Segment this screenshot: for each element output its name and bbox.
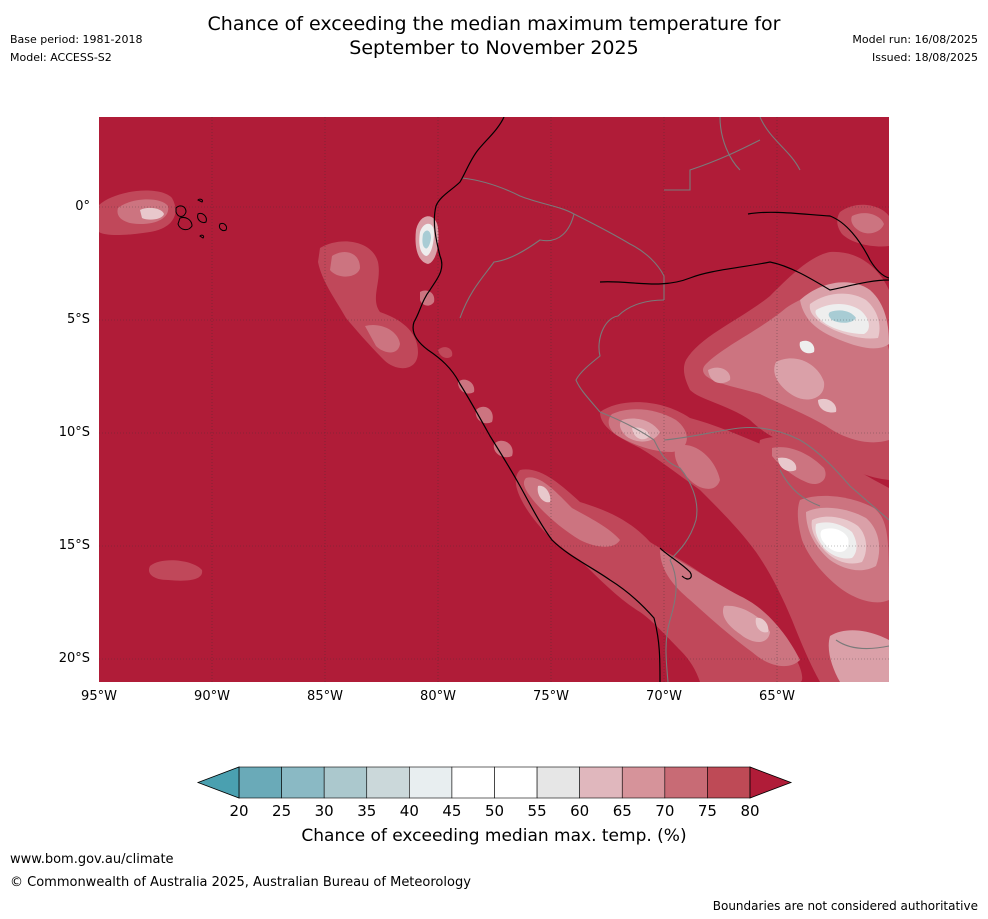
colorbar-cell <box>323 766 368 799</box>
colorbar-cell <box>579 766 623 799</box>
issued-date: Issued: 18/08/2025 <box>871 51 978 64</box>
model-info: Base period: 1981-2018 Model: ACCESS-S2 <box>10 31 142 67</box>
colorbar-tick-label: 40 <box>400 802 419 820</box>
colorbar-cell <box>409 766 453 799</box>
coastlines <box>412 117 889 682</box>
colorbar-tick-label: 50 <box>485 802 504 820</box>
lon-label-90w: 90°W <box>194 689 230 704</box>
base-period: Base period: 1981-2018 <box>10 33 143 46</box>
offshore-plume <box>318 241 418 369</box>
colorbar-tick-label: 30 <box>315 802 334 820</box>
colorbar-tick-label: 55 <box>528 802 547 820</box>
colorbar-tick-label: 80 <box>740 802 759 820</box>
map-title: Chance of exceeding the median maximum t… <box>0 12 988 60</box>
lon-label-75w: 75°W <box>533 689 569 704</box>
disclaimer-text: Boundaries are not considered authoritat… <box>712 899 978 913</box>
colorbar-high-extension <box>749 766 793 799</box>
run-info: Model run: 16/08/2025 Issued: 18/08/2025 <box>852 31 978 67</box>
website-text: www.bom.gov.au/climate <box>10 852 174 867</box>
lon-label-70w: 70°W <box>646 689 682 704</box>
graticule <box>99 117 889 682</box>
colorbar-title: Chance of exceeding median max. temp. (%… <box>301 826 687 846</box>
lat-label-0: 0° <box>75 199 90 214</box>
model-run-date: Model run: 16/08/2025 <box>852 33 978 46</box>
colorbar-tick-labels: 20 25 30 35 40 45 50 55 60 65 70 75 80 <box>229 802 759 820</box>
lat-label-5s: 5°S <box>66 312 90 327</box>
colorbar-tick-label: 75 <box>698 802 717 820</box>
colorbar-cell <box>281 766 325 799</box>
colorbar-cell <box>451 766 495 799</box>
colorbar-tick-label: 20 <box>229 802 248 820</box>
lon-label-65w: 65°W <box>759 689 795 704</box>
lat-label-10s: 10°S <box>58 425 90 440</box>
colorbar-low-extension <box>196 766 240 799</box>
map-title-line-1: Chance of exceeding the median maximum t… <box>207 13 781 35</box>
lat-label-15s: 15°S <box>58 538 90 553</box>
copyright-text: © Commonwealth of Australia 2025, Austra… <box>10 875 471 890</box>
lon-label-80w: 80°W <box>420 689 456 704</box>
colorbar-cell <box>494 766 538 799</box>
colorbar-tick-label: 25 <box>272 802 291 820</box>
colorbar-cell <box>664 766 708 799</box>
colorbar-cell <box>238 766 282 799</box>
guayaquil-cool-spot <box>415 216 439 306</box>
colorbar-tick-label: 65 <box>613 802 632 820</box>
lon-label-95w: 95°W <box>81 689 117 704</box>
country-borders <box>459 117 889 682</box>
pacific-blob <box>148 560 203 581</box>
colorbar-cell <box>707 766 751 799</box>
coastal-streaks <box>438 347 803 682</box>
lat-label-20s: 20°S <box>58 651 90 666</box>
colorbar-cell <box>536 766 580 799</box>
colorbar-tick-label: 70 <box>655 802 674 820</box>
colorbar-tick-label: 45 <box>442 802 461 820</box>
amazon-anomaly <box>683 204 889 682</box>
colorbar-tick-label: 35 <box>357 802 376 820</box>
galapagos-islands <box>175 198 227 239</box>
model-name: Model: ACCESS-S2 <box>10 51 112 64</box>
colorbar-cells <box>238 766 751 799</box>
galapagos-anomaly <box>99 190 176 235</box>
colorbar-tick-label: 60 <box>570 802 589 820</box>
colorbar: 20 25 30 35 40 45 50 55 60 65 70 75 80 <box>196 766 793 820</box>
map-title-line-2: September to November 2025 <box>349 37 639 59</box>
lon-label-85w: 85°W <box>307 689 343 704</box>
colorbar-cell <box>366 766 410 799</box>
colorbar-cell <box>621 766 666 799</box>
